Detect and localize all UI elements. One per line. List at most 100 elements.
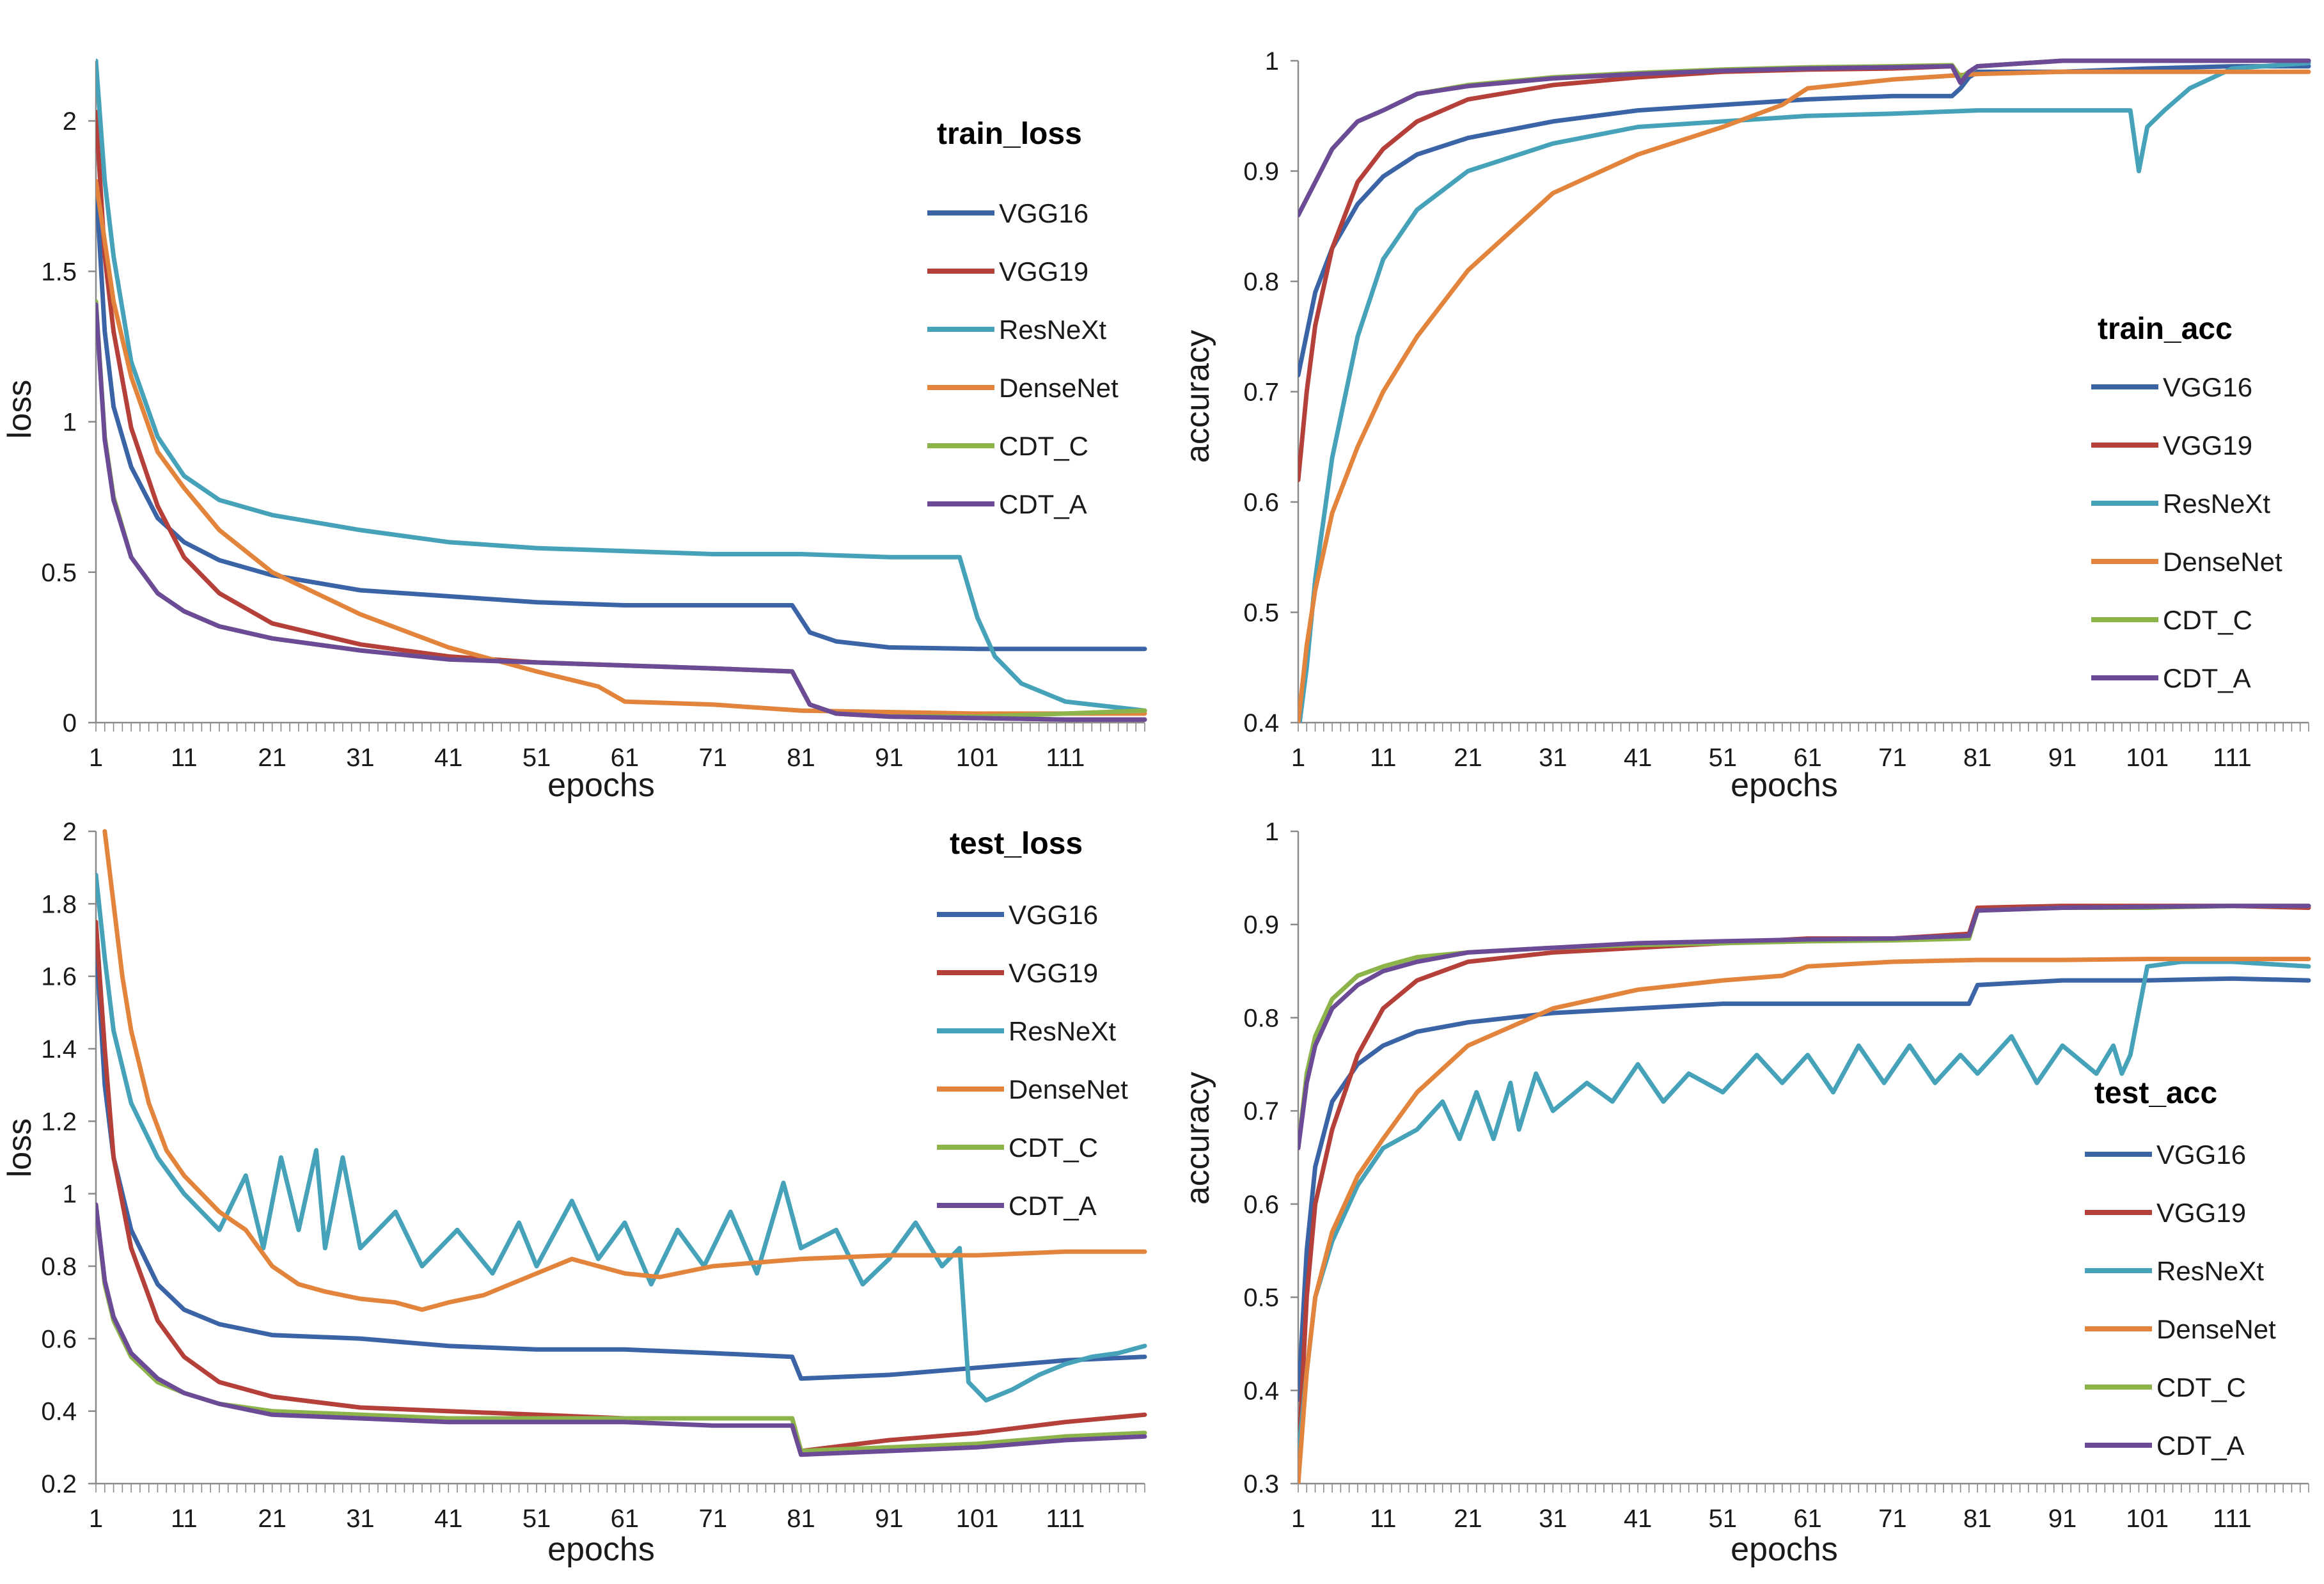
y-tick-label: 0.4 <box>1243 1377 1279 1405</box>
chart-test-acc: 0.30.40.50.60.70.80.911 11 21 31 41 51 61 71 81 9… <box>1179 818 2311 1568</box>
y-tick-label: 1.5 <box>41 258 77 286</box>
series-line-cdt-c <box>96 1202 1147 1454</box>
legend-label: CDT_C <box>2163 605 2252 635</box>
legend-title: train_acc <box>2098 312 2233 346</box>
y-tick-label: 1.6 <box>41 963 77 991</box>
series-line-cdt-a <box>96 302 1147 722</box>
chart-train-acc: 0.40.50.60.70.80.911 11 21 31 41 51 61 71 81 91 10… <box>1179 47 2311 804</box>
y-axis-title: accuracy <box>1179 1072 1216 1205</box>
y-axis-title: loss <box>1 1118 38 1177</box>
x-tick-label: 51 <box>1709 1505 1738 1533</box>
y-tick-label: 0.6 <box>1243 1191 1279 1219</box>
x-tick-label: 81 <box>1963 744 1992 772</box>
legend-label: ResNeXt <box>2156 1256 2264 1286</box>
x-tick-label: 11 <box>1370 1505 1397 1533</box>
x-tick-label: 111 <box>1046 744 1085 772</box>
y-tick-label: 0.4 <box>41 1398 77 1426</box>
series-line-cdt-a <box>96 1202 1147 1457</box>
y-tick-label: 2 <box>63 107 77 136</box>
series-line-resnext <box>1298 959 2311 1458</box>
y-tick-label: 0.9 <box>1243 911 1279 939</box>
series-line-densenet <box>1298 957 2311 1484</box>
x-tick-label: 111 <box>2213 1505 2252 1533</box>
x-tick-label: 1 <box>89 744 103 772</box>
series-line-vgg19 <box>96 920 1147 1454</box>
legend-label: VGG19 <box>2156 1198 2246 1228</box>
x-tick-label: 81 <box>787 1505 815 1533</box>
x-tick-label: 61 <box>1793 1505 1822 1533</box>
x-tick-label: 71 <box>1878 1505 1907 1533</box>
y-tick-label: 1 <box>1265 818 1279 846</box>
y-tick-label: 0.9 <box>1243 158 1279 186</box>
y-tick-label: 0.6 <box>41 1325 77 1353</box>
legend-label: CDT_C <box>999 431 1088 461</box>
x-tick-label: 1 <box>1291 744 1305 772</box>
x-axis-title: epochs <box>547 767 655 804</box>
legend-label: CDT_A <box>1009 1191 1097 1221</box>
x-tick-label: 31 <box>346 1505 375 1533</box>
legend-label: CDT_A <box>999 489 1087 519</box>
legend: test_acc VGG16 VGG19 ResNeXt DenseNet CDT_C CD… <box>2085 1076 2276 1461</box>
y-tick-label: 0 <box>63 709 77 737</box>
legend: train_acc VGG16 VGG19 ResNeXt DenseNet CDT_C C… <box>2091 312 2282 693</box>
x-tick-label: 91 <box>2048 1505 2077 1533</box>
legend-title: test_acc <box>2094 1076 2217 1110</box>
x-tick-label: 21 <box>1454 744 1482 772</box>
y-tick-label: 0.7 <box>1243 379 1279 407</box>
legend-label: DenseNet <box>1009 1074 1128 1104</box>
legend-label: ResNeXt <box>1009 1016 1116 1046</box>
x-tick-label: 81 <box>787 744 815 772</box>
y-tick-label: 1.4 <box>41 1035 77 1063</box>
legend-label: ResNeXt <box>999 315 1106 345</box>
legend-label: CDT_C <box>1009 1133 1098 1163</box>
x-tick-label: 61 <box>1793 744 1822 772</box>
legend-label: ResNeXt <box>2163 489 2270 519</box>
x-tick-label: 101 <box>956 1505 999 1533</box>
x-tick-label: 81 <box>1963 1505 1992 1533</box>
x-tick-label: 1 <box>1291 1505 1305 1533</box>
legend-title: train_loss <box>937 117 1082 151</box>
series-line-vgg16 <box>1298 976 2311 1402</box>
y-axis-title: loss <box>1 380 38 439</box>
series-line-cdt-a <box>1298 904 2311 1150</box>
x-tick-label: 41 <box>434 1505 463 1533</box>
plot-area <box>96 58 1147 722</box>
legend-label: VGG19 <box>2163 430 2252 460</box>
y-tick-label: 1.2 <box>41 1108 77 1136</box>
legend-label: CDT_A <box>2163 663 2251 693</box>
x-tick-label: 71 <box>698 744 727 772</box>
plot-area <box>96 829 1147 1457</box>
legend-label: VGG16 <box>2163 372 2252 402</box>
legend: train_loss VGG16 VGG19 ResNeXt DenseNet CDT_C… <box>927 117 1119 519</box>
y-tick-label: 0.5 <box>1243 599 1279 627</box>
legend-label: VGG16 <box>999 198 1088 228</box>
y-tick-label: 0.6 <box>1243 489 1279 517</box>
series-line-densenet <box>1298 69 2311 723</box>
x-tick-label: 11 <box>1370 744 1397 772</box>
x-tick-label: 1 <box>89 1505 103 1533</box>
legend-label: CDT_A <box>2156 1431 2245 1461</box>
y-tick-label: 0.7 <box>1243 1097 1279 1125</box>
x-axis-title: epochs <box>1731 767 1838 804</box>
legend-title: test_loss <box>950 827 1083 861</box>
y-tick-label: 1.8 <box>41 890 77 918</box>
series-line-densenet <box>96 178 1147 716</box>
y-tick-label: 0.8 <box>1243 268 1279 296</box>
y-tick-label: 0.8 <box>41 1253 77 1281</box>
x-tick-label: 41 <box>1624 1505 1653 1533</box>
plot-area <box>1298 904 2311 1484</box>
x-tick-label: 61 <box>611 744 640 772</box>
y-tick-label: 2 <box>63 818 77 846</box>
x-tick-label: 41 <box>1624 744 1653 772</box>
x-tick-label: 11 <box>171 744 198 772</box>
series-line-densenet <box>102 829 1147 1312</box>
legend-label: VGG16 <box>1009 900 1098 930</box>
x-tick-label: 21 <box>258 744 287 772</box>
legend-label: VGG19 <box>1009 958 1098 988</box>
x-tick-label: 21 <box>258 1505 287 1533</box>
legend-label: DenseNet <box>2163 547 2282 577</box>
legend-label: CDT_C <box>2156 1372 2246 1402</box>
legend-label: VGG16 <box>2156 1140 2246 1170</box>
x-tick-label: 61 <box>611 1505 640 1533</box>
y-tick-label: 1 <box>63 1180 77 1209</box>
